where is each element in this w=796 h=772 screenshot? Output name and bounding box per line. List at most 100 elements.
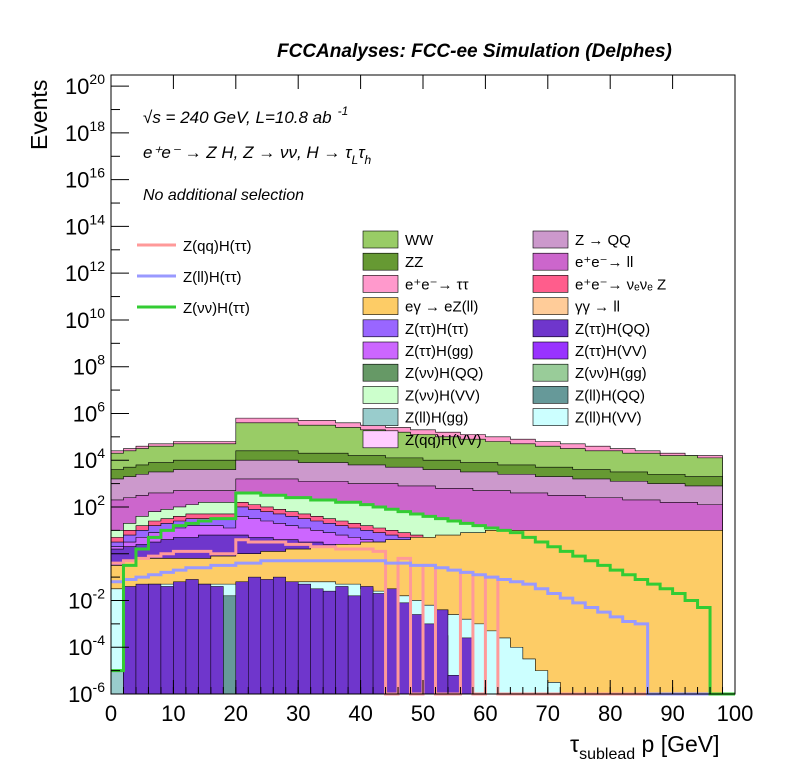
- legend-label: e⁺e⁻→ ττ: [405, 276, 469, 293]
- x-tick-label: 40: [348, 701, 372, 726]
- legend: Z(qq)H(ττ) Z(ll)H(ττ) Z(νν)H(ττ) WW ZZ e⁺e⁻→ …: [137, 230, 666, 449]
- legend-label: Z(νν)H(gg): [575, 365, 647, 382]
- y-tick-label: 1010: [65, 305, 105, 333]
- histogram-bar: [372, 593, 386, 695]
- y-tick-label: 104: [73, 445, 105, 473]
- legend-label: γγ → ll: [575, 299, 620, 316]
- legend-label: Z(νν)H(VV): [405, 387, 480, 404]
- legend-swatch: [532, 252, 569, 271]
- legend-swatch: [532, 341, 569, 360]
- histogram-bar: [435, 609, 449, 695]
- x-tick-label: 60: [473, 701, 497, 726]
- legend-label: Z(ττ)H(QQ): [575, 321, 650, 338]
- legend-swatch: [532, 386, 569, 404]
- legend-swatch: [362, 430, 399, 449]
- legend-swatch: [362, 341, 399, 360]
- legend-label: Z(νν)H(QQ): [405, 365, 483, 382]
- chart-title: FCCAnalyses: FCC-ee Simulation (Delphes): [277, 41, 672, 62]
- histogram-bar: [160, 586, 174, 695]
- histogram-bar: [235, 581, 249, 695]
- legend-label: Z(ll)H(QQ): [575, 387, 645, 404]
- histogram-bar: [447, 675, 461, 695]
- histogram-bar: [198, 583, 212, 695]
- histogram-bar: [260, 579, 274, 695]
- legend-swatch: [362, 275, 399, 293]
- legend-label: e⁺e⁻→ ll: [575, 254, 633, 271]
- x-tick-label: 70: [536, 701, 560, 726]
- y-tick-label: 10NaN: [53, 0, 106, 5]
- histogram-bar: [210, 586, 224, 695]
- legend-label: Z(qq)H(ττ): [183, 238, 252, 255]
- y-tick-label: 10-6: [68, 679, 105, 707]
- legend-label: Z(ll)H(gg): [405, 410, 468, 427]
- histogram-bar: [135, 583, 149, 695]
- x-tick-label: 90: [660, 701, 684, 726]
- signal-line: [111, 491, 735, 696]
- x-tick-label: 20: [224, 701, 248, 726]
- legend-swatch: [532, 319, 569, 338]
- y-tick-label: 108: [73, 352, 105, 380]
- x-tick-label: 100: [717, 701, 754, 726]
- histogram-bar: [397, 602, 411, 695]
- y-tick-label: 1018: [65, 118, 105, 146]
- legend-swatch: [362, 319, 399, 338]
- histogram-bar: [223, 595, 237, 695]
- histogram-bar: [285, 581, 299, 695]
- x-tick-label: 30: [286, 701, 310, 726]
- legend-swatch: [532, 297, 569, 315]
- energy-label: √s = 240 GeV, L=10.8 ab -1: [143, 104, 348, 127]
- legend-swatch: [362, 252, 399, 271]
- histogram-bar: [322, 590, 336, 695]
- y-tick-label: 10-4: [68, 632, 105, 660]
- y-tick-label: 1020: [65, 71, 105, 99]
- legend-label: Z(ττ)H(VV): [575, 343, 647, 360]
- x-tick-label: 0: [105, 701, 117, 726]
- y-tick-label: 102: [73, 492, 105, 520]
- y-tick-label: 1014: [65, 211, 105, 239]
- histogram-bar: [347, 595, 361, 695]
- legend-swatch: [362, 386, 399, 404]
- histogram-bar: [110, 670, 124, 695]
- y-tick-label: 1012: [65, 258, 105, 286]
- legend-label: e⁺e⁻→ νₑνₑ Z: [575, 276, 666, 293]
- legend-swatch: [532, 363, 569, 382]
- legend-label: Z(νν)H(ττ): [183, 300, 250, 317]
- process-label: e⁺e⁻ → Z H, Z → νν, H → τLτh: [143, 143, 372, 167]
- histogram-bar: [123, 586, 137, 695]
- legend-swatch: [362, 230, 399, 249]
- legend-swatch: [362, 297, 399, 315]
- histogram-bar: [335, 586, 349, 695]
- histogram-bar: [410, 614, 424, 695]
- y-tick-label: 106: [73, 398, 105, 426]
- legend-label: Z(ττ)H(gg): [405, 343, 474, 360]
- histogram-bar: [360, 586, 374, 695]
- legend-swatch: [532, 275, 569, 293]
- legend-swatch: [362, 408, 399, 426]
- x-tick-label: 10: [161, 701, 185, 726]
- x-tick-label: 50: [411, 701, 435, 726]
- y-tick-label: 1016: [65, 165, 105, 193]
- histogram-bar: [148, 583, 162, 695]
- histogram-bar: [185, 579, 199, 695]
- legend-label: eγ → eZ(ll): [405, 299, 478, 316]
- signal-line: [111, 559, 735, 696]
- histogram-bar: [248, 576, 262, 695]
- legend-swatch: [362, 363, 399, 382]
- histogram-bar: [173, 581, 187, 695]
- selection-label: No additional selection: [143, 187, 304, 204]
- legend-label: Z(ll)H(ττ): [183, 269, 242, 286]
- x-axis-label: τsublead p [GeV]: [570, 731, 720, 763]
- histogram-bar: [310, 588, 324, 695]
- axis-ticks: 010203040506070809010010-610-410-210NaN1…: [53, 0, 754, 726]
- histogram-bar: [272, 576, 286, 695]
- legend-label: Z → QQ: [575, 232, 631, 249]
- legend-label: Z(ττ)H(ττ): [405, 321, 469, 338]
- histogram-bar: [297, 583, 311, 695]
- legend-label: Z(qq)H(VV): [405, 432, 482, 449]
- histogram-bar: [422, 623, 436, 695]
- histogram-bar: [460, 637, 474, 695]
- legend-label: WW: [405, 232, 434, 249]
- legend-label: Z(ll)H(VV): [575, 410, 642, 427]
- legend-swatch: [532, 230, 569, 249]
